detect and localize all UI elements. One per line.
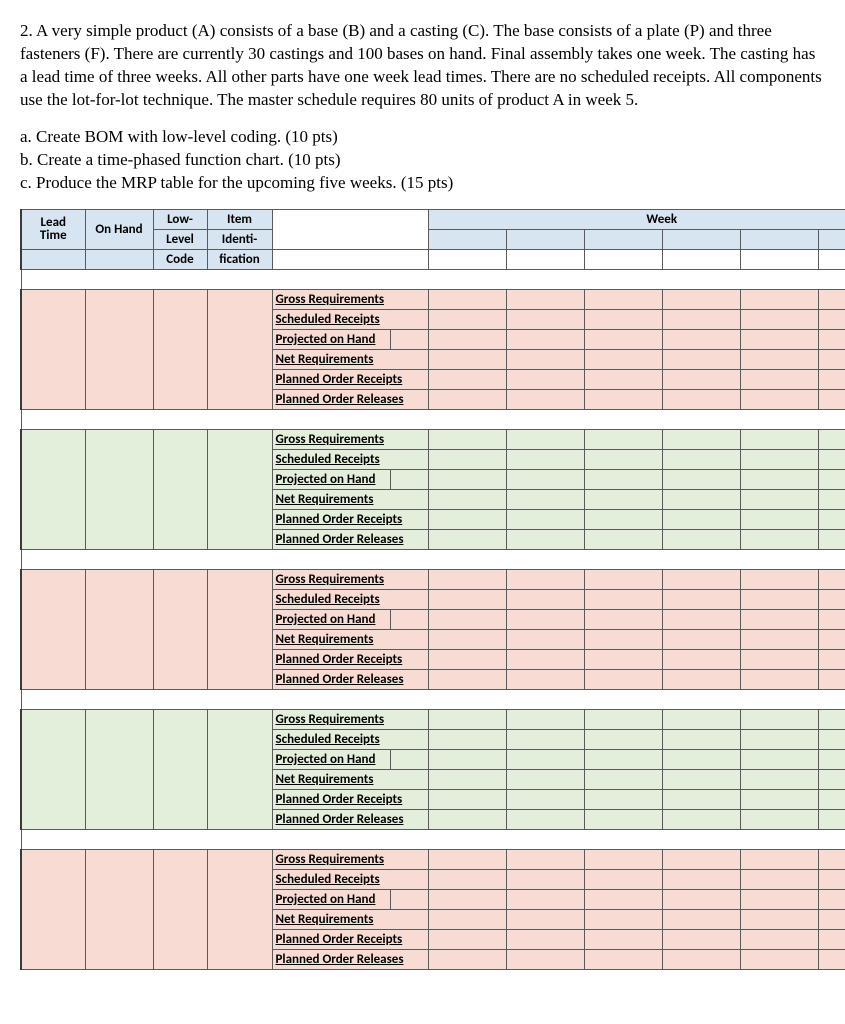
header-week-col-1 — [428, 229, 506, 249]
header-low-2: Level — [153, 229, 207, 249]
header-week-col-4 — [662, 229, 740, 249]
row-proj-label: Projected on Hand — [272, 749, 390, 769]
row-porrec-label: Planned Order Receipts — [272, 789, 428, 809]
row-proj-extra — [390, 329, 428, 349]
s1-item — [207, 289, 272, 409]
header-row-3: Code fication — [21, 249, 845, 269]
header-week-col-2 — [506, 229, 584, 249]
header-item-1: Item — [207, 209, 272, 229]
s1-low — [153, 289, 207, 409]
header-week-col-5 — [740, 229, 818, 249]
mrp-table: LeadTime On Hand Low- Item Week Level Id… — [20, 209, 845, 970]
mrp-section-2: Gross Requirements Scheduled Receipts Pr… — [21, 429, 845, 549]
row-porrec-label: Planned Order Receipts — [272, 929, 428, 949]
row-sched-label: Scheduled Receipts — [272, 449, 428, 469]
row-proj-label: Projected on Hand — [272, 469, 390, 489]
row-gross-label: Gross Requirements — [272, 289, 428, 309]
row-porrel-label: Planned Order Releases — [272, 949, 428, 969]
row-porrel-label: Planned Order Releases — [272, 529, 428, 549]
spacer-row — [21, 409, 845, 429]
row-net-label: Net Requirements — [272, 909, 428, 929]
row-proj-label: Projected on Hand — [272, 329, 390, 349]
row-net-label: Net Requirements — [272, 629, 428, 649]
header-on-hand: On Hand — [85, 209, 153, 249]
spacer-row — [21, 269, 845, 289]
spacer-row — [21, 549, 845, 569]
mrp-section-4: Gross Requirements Scheduled Receipts Pr… — [21, 709, 845, 829]
mrp-section-5: Gross Requirements Scheduled Receipts Pr… — [21, 849, 845, 969]
row-proj-label: Projected on Hand — [272, 889, 390, 909]
row-net-label: Net Requirements — [272, 769, 428, 789]
row-gross-label: Gross Requirements — [272, 569, 428, 589]
header-week: Week — [428, 209, 845, 229]
header-item-3: fication — [207, 249, 272, 269]
row-sched-label: Scheduled Receipts — [272, 309, 428, 329]
s1-lead — [21, 289, 85, 409]
row-porrel-label: Planned Order Releases — [272, 669, 428, 689]
header-low-3: Code — [153, 249, 207, 269]
mrp-section-1: Gross Requirements Scheduled Receipts Pr… — [21, 289, 845, 409]
spacer-row — [21, 829, 845, 849]
header-low-1: Low- — [153, 209, 207, 229]
spacer-row — [21, 689, 845, 709]
header-week-col-6 — [818, 229, 845, 249]
row-sched-label: Scheduled Receipts — [272, 869, 428, 889]
problem-sub-c: c. Produce the MRP table for the upcomin… — [20, 172, 825, 195]
row-net-label: Net Requirements — [272, 489, 428, 509]
row-sched-label: Scheduled Receipts — [272, 589, 428, 609]
row-porrec-label: Planned Order Receipts — [272, 369, 428, 389]
row-sched-label: Scheduled Receipts — [272, 729, 428, 749]
header-row-1: LeadTime On Hand Low- Item Week — [21, 209, 845, 229]
header-lead-time: LeadTime — [21, 209, 85, 249]
row-porrel-label: Planned Order Releases — [272, 389, 428, 409]
mrp-section-3: Gross Requirements Scheduled Receipts Pr… — [21, 569, 845, 689]
row-porrec-label: Planned Order Receipts — [272, 509, 428, 529]
header-blank-label — [272, 209, 428, 249]
header-item-2: Identi- — [207, 229, 272, 249]
row-proj-label: Projected on Hand — [272, 609, 390, 629]
row-porrec-label: Planned Order Receipts — [272, 649, 428, 669]
header-week-col-3 — [584, 229, 662, 249]
row-gross-label: Gross Requirements — [272, 709, 428, 729]
problem-sub-a: a. Create BOM with low-level coding. (10… — [20, 126, 825, 149]
row-net-label: Net Requirements — [272, 349, 428, 369]
s1-onhand — [85, 289, 153, 409]
row-gross-label: Gross Requirements — [272, 849, 428, 869]
row-porrel-label: Planned Order Releases — [272, 809, 428, 829]
problem-statement: 2. A very simple product (A) consists of… — [20, 20, 825, 112]
problem-sub-b: b. Create a time-phased function chart. … — [20, 149, 825, 172]
row-gross-label: Gross Requirements — [272, 429, 428, 449]
